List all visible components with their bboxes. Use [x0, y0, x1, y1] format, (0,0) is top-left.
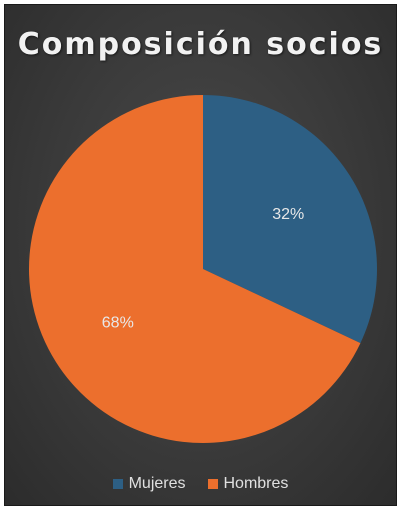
pie-slice-hombres: [28, 95, 361, 443]
pie-chart: 32% 68%: [28, 95, 377, 443]
legend-item-hombres: Hombres: [207, 475, 289, 493]
legend-item-mujeres: Mujeres: [112, 475, 186, 493]
legend-label-hombres: Hombres: [223, 475, 289, 492]
chart-frame: Composición socios 32% 68% Mujeres Hombre…: [4, 4, 397, 506]
pie-slice-mujeres: [203, 95, 377, 344]
legend-label-mujeres: Mujeres: [128, 475, 186, 492]
data-label-hombres: 68%: [102, 314, 134, 331]
legend: Mujeres Hombres: [5, 475, 396, 493]
data-label-mujeres: 32%: [272, 206, 304, 223]
legend-swatch-mujeres: [112, 479, 123, 489]
legend-swatch-hombres: [207, 479, 218, 489]
chart-title: Composición socios: [17, 27, 384, 62]
